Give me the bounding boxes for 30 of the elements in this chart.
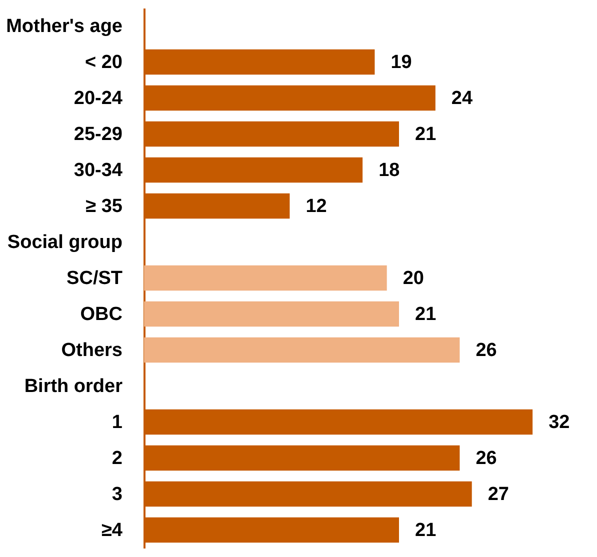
y-tick-label: Social group xyxy=(7,232,122,253)
y-tick-label: 30-34 xyxy=(74,160,123,181)
y-tick-label: Birth order xyxy=(24,376,124,397)
data-label: 12 xyxy=(306,196,327,217)
bar xyxy=(144,301,399,327)
y-tick-label: 20-24 xyxy=(74,88,123,109)
y-tick-label: Others xyxy=(61,340,122,361)
data-label: 27 xyxy=(488,484,509,505)
bar xyxy=(144,337,460,363)
data-label: 21 xyxy=(415,124,437,145)
y-tick-label: OBC xyxy=(80,304,123,325)
data-label: 24 xyxy=(451,88,473,109)
bar xyxy=(144,265,387,291)
data-label: 32 xyxy=(548,412,570,433)
data-label: 19 xyxy=(390,52,412,73)
data-label: 21 xyxy=(415,304,437,325)
y-tick-label: < 20 xyxy=(84,52,122,73)
y-tick-label: ≥4 xyxy=(102,520,123,541)
data-label: 26 xyxy=(476,340,497,361)
data-label: 18 xyxy=(378,160,400,181)
y-tick-label: 3 xyxy=(112,484,122,505)
y-tick-label: 25-29 xyxy=(74,124,122,145)
y-tick-label: SC/ST xyxy=(66,268,123,289)
data-label: 26 xyxy=(476,448,497,469)
y-tick-label: ≥ 35 xyxy=(86,196,123,217)
y-tick-label: 1 xyxy=(112,412,123,433)
y-tick-label: Mother's age xyxy=(6,16,122,37)
y-tick-label: 2 xyxy=(112,448,122,469)
data-label: 21 xyxy=(415,520,437,541)
data-label: 20 xyxy=(402,268,424,289)
